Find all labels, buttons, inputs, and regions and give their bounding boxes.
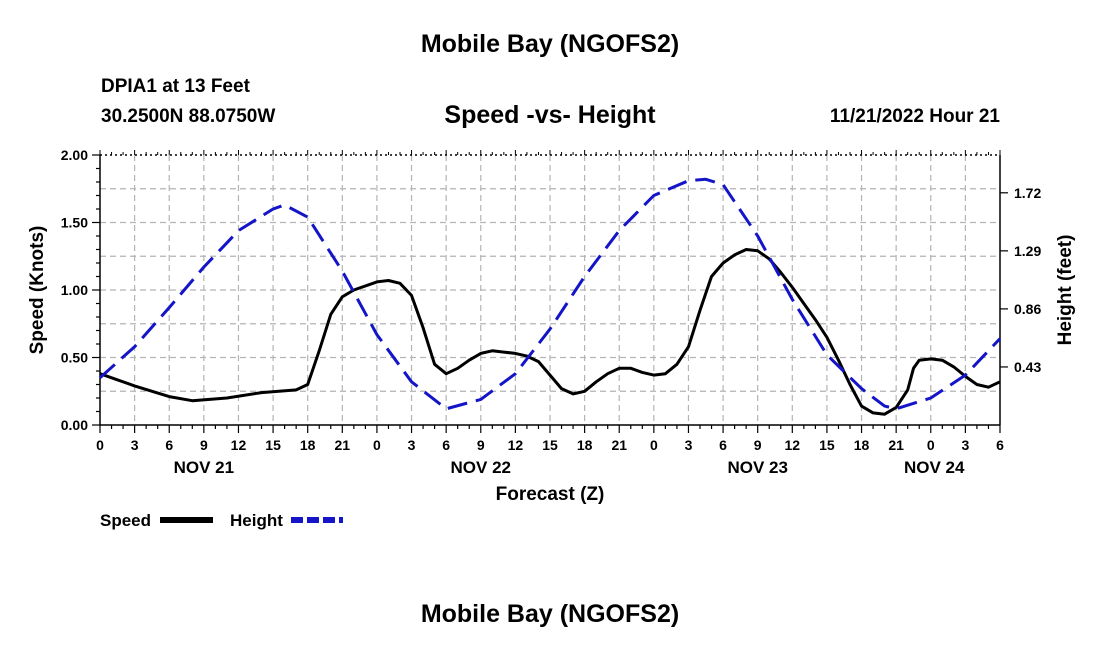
x-tick-label: 9	[477, 437, 485, 453]
y-tick-label: 1.00	[61, 282, 88, 298]
x-day-label: NOV 24	[904, 458, 965, 477]
x-tick-label: 21	[888, 437, 904, 453]
x-tick-label: 18	[300, 437, 316, 453]
forecast-timestamp: 11/21/2022 Hour 21	[829, 106, 1000, 127]
x-tick-label: 6	[165, 437, 173, 453]
x-tick-label: 3	[408, 437, 416, 453]
x-tick-label: 12	[231, 437, 247, 453]
y2-tick-label: 0.86	[1014, 301, 1041, 317]
x-tick-label: 9	[754, 437, 762, 453]
x-tick-label: 6	[719, 437, 727, 453]
footer-title: Mobile Bay (NGOFS2)	[420, 600, 680, 628]
legend-label-height: Height	[230, 511, 283, 530]
series-lines	[98, 177, 1002, 416]
y2-tick-label: 0.43	[1014, 359, 1041, 375]
x-tick-label: 21	[611, 437, 627, 453]
y-tick-label: 0.00	[61, 417, 88, 433]
y2-axis-title: Height (feet)	[1055, 235, 1076, 346]
x-day-label: NOV 21	[174, 458, 234, 477]
x-tick-label: 3	[961, 437, 969, 453]
y2-tick-label: 1.72	[1014, 185, 1041, 201]
x-tick-label: 3	[131, 437, 139, 453]
x-axis-title: Forecast (Z)	[496, 484, 605, 505]
station-coordinates: 30.2500N 88.0750W	[101, 106, 276, 127]
x-tick-label: 21	[335, 437, 351, 453]
x-tick-label: 18	[854, 437, 870, 453]
x-tick-label: 15	[819, 437, 835, 453]
x-tick-label: 6	[996, 437, 1004, 453]
x-tick-label: 15	[542, 437, 558, 453]
x-tick-label: 18	[577, 437, 593, 453]
x-tick-label: 0	[650, 437, 658, 453]
x-tick-label: 9	[200, 437, 208, 453]
y-tick-label: 2.00	[61, 147, 88, 163]
x-tick-label: 0	[96, 437, 104, 453]
x-day-label: NOV 22	[451, 458, 511, 477]
x-tick-label: 3	[685, 437, 693, 453]
x-day-label: NOV 23	[727, 458, 787, 477]
chart-subtitle: Speed -vs- Height	[444, 101, 656, 129]
chart-title: Mobile Bay (NGOFS2)	[420, 30, 680, 58]
grid	[100, 155, 1000, 425]
x-tick-label: 0	[927, 437, 935, 453]
x-tick-label: 15	[265, 437, 281, 453]
x-tick-label: 0	[373, 437, 381, 453]
x-tick-label: 12	[785, 437, 801, 453]
x-tick-label: 12	[508, 437, 524, 453]
station-name: DPIA1 at 13 Feet	[101, 76, 250, 97]
legend: Speed Height	[100, 511, 343, 530]
y-axis-title: Speed (Knots)	[27, 226, 48, 355]
y2-tick-label: 1.29	[1014, 243, 1041, 259]
x-tick-label: 6	[442, 437, 450, 453]
y-tick-label: 1.50	[61, 215, 88, 231]
legend-label-speed: Speed	[100, 511, 151, 530]
axes: 0 3 6 9 12 15 18 21 0 3 6 9 12 15 18 21 0 3 6 9 12 15 18 21 0 3 6N…	[27, 147, 1076, 505]
height-series-line	[98, 177, 1002, 411]
y-tick-label: 0.50	[61, 350, 88, 366]
speed-series-line	[99, 248, 1001, 416]
